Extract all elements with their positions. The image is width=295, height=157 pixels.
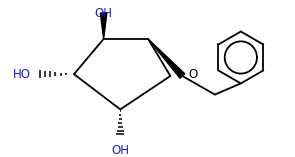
- Text: OH: OH: [111, 144, 129, 157]
- Text: O: O: [188, 68, 197, 81]
- Text: HO: HO: [13, 68, 31, 81]
- Polygon shape: [100, 13, 107, 39]
- Polygon shape: [148, 39, 185, 78]
- Text: OH: OH: [95, 7, 113, 20]
